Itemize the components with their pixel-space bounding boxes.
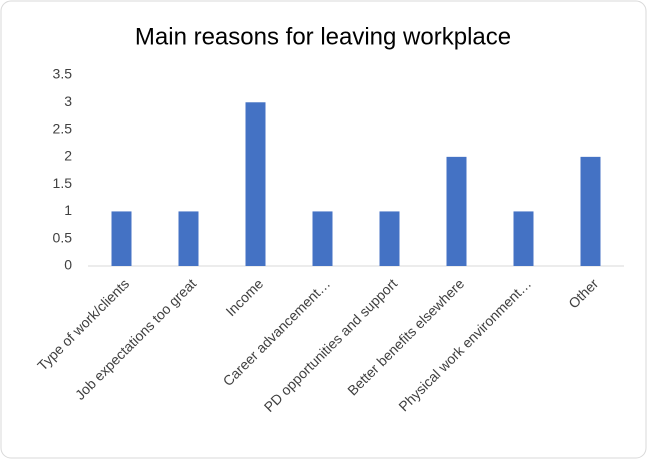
bar: [312, 211, 333, 266]
y-tick-label: 0.5: [53, 229, 73, 245]
bar: [245, 102, 266, 267]
y-tick-label: 2.5: [53, 120, 73, 136]
y-tick-label: 0: [64, 257, 72, 273]
bar: [111, 211, 132, 266]
chart-title: Main reasons for leaving workplace: [135, 23, 511, 50]
bar: [178, 211, 199, 266]
bar: [379, 211, 400, 266]
y-tick-label: 1: [64, 202, 72, 218]
bar: [446, 156, 467, 266]
y-tick-label: 3: [64, 93, 72, 109]
y-tick-label: 3.5: [53, 66, 73, 82]
y-tick-label: 2: [64, 148, 72, 164]
bar: [580, 156, 601, 266]
bar: [513, 211, 534, 266]
y-tick-label: 1.5: [53, 175, 73, 191]
